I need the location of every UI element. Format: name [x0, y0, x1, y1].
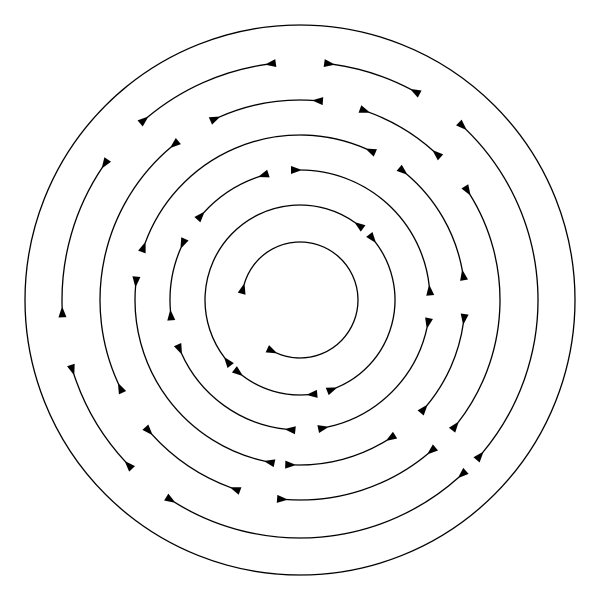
- arc-arrow: [368, 112, 433, 151]
- arc-arrow: [62, 167, 103, 308]
- arc-arrow: [426, 323, 463, 406]
- arc-arrow: [170, 247, 181, 311]
- arc-arrow: [294, 440, 387, 465]
- arc-arrow: [145, 135, 367, 244]
- arc-arrow: [203, 176, 259, 213]
- arc-arrow: [286, 453, 429, 500]
- arc-arrow: [151, 434, 231, 488]
- arc-arrow: [147, 64, 267, 117]
- arcs-group: [25, 25, 575, 575]
- arc-arrow: [300, 170, 429, 286]
- arc-arrow: [333, 64, 412, 90]
- arc-arrow: [242, 375, 309, 395]
- arc-arrow: [219, 100, 314, 117]
- arc-arrow: [465, 129, 538, 453]
- arc-arrow: [458, 194, 500, 423]
- outer-circle: [25, 25, 575, 575]
- arc-arrow: [406, 174, 462, 272]
- arc-arrow: [244, 242, 358, 358]
- arc-arrow: [74, 374, 126, 463]
- arc-arrow: [135, 286, 266, 462]
- arc-arrow: [174, 477, 459, 538]
- concentric-arrow-diagram: [0, 0, 600, 600]
- arc-arrow: [205, 205, 356, 358]
- arc-arrow: [100, 147, 171, 385]
- arc-arrow: [327, 327, 427, 427]
